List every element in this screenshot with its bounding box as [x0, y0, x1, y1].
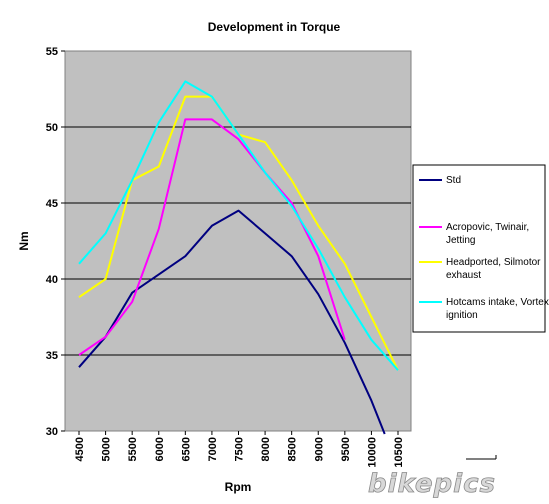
legend-entry: Headported, Silmotor exhaust [446, 257, 541, 281]
legend-box [412, 164, 546, 333]
y-axis-label: Nm [17, 231, 31, 250]
x-axis-ticks: 4500 5000 5500 6000 6500 7000 7500 8000 8500 9000… [74, 431, 405, 468]
x-tick-label: 5500 [127, 437, 139, 461]
series-line [78, 209, 386, 435]
legend-entry: Std [446, 175, 461, 186]
x-tick-label: 5000 [101, 437, 113, 461]
x-tick-label: 4500 [74, 437, 86, 461]
series-line [78, 80, 399, 371]
x-tick-label: 6500 [180, 437, 192, 461]
y-axis-ticks: 30 35 40 45 50 55 [46, 46, 65, 438]
y-tick-label: 30 [46, 426, 58, 438]
x-tick-label: 10000 [366, 437, 378, 468]
x-tick-label: 7000 [207, 437, 219, 461]
watermark-logo: bikepics [368, 469, 496, 499]
x-tick-label: 9500 [340, 437, 352, 461]
x-tick-label: 7500 [234, 437, 246, 461]
x-axis-label: Rpm [225, 480, 252, 494]
y-tick-label: 50 [46, 122, 58, 134]
x-tick-label: 9000 [313, 437, 325, 461]
chart-title: Development in Torque [208, 20, 341, 34]
y-tick-label: 40 [46, 274, 58, 286]
series-lines [78, 80, 399, 435]
y-tick-label: 35 [46, 350, 58, 362]
y-tick-label: 45 [46, 198, 58, 210]
plot-area [64, 50, 412, 432]
x-tick-label: 10500 [393, 437, 405, 468]
x-tick-label: 8000 [260, 437, 272, 461]
legend-entry: Hotcams intake, Vortex ignition [446, 297, 549, 321]
x-tick-label: 8500 [287, 437, 299, 461]
y-tick-label: 55 [46, 46, 58, 58]
legend-entry: Acropovic, Twinair, Jetting [446, 222, 529, 246]
legend: Std Acropovic, Twinair, Jetting Headported,… [419, 175, 549, 321]
x-tick-label: 6000 [154, 437, 166, 461]
